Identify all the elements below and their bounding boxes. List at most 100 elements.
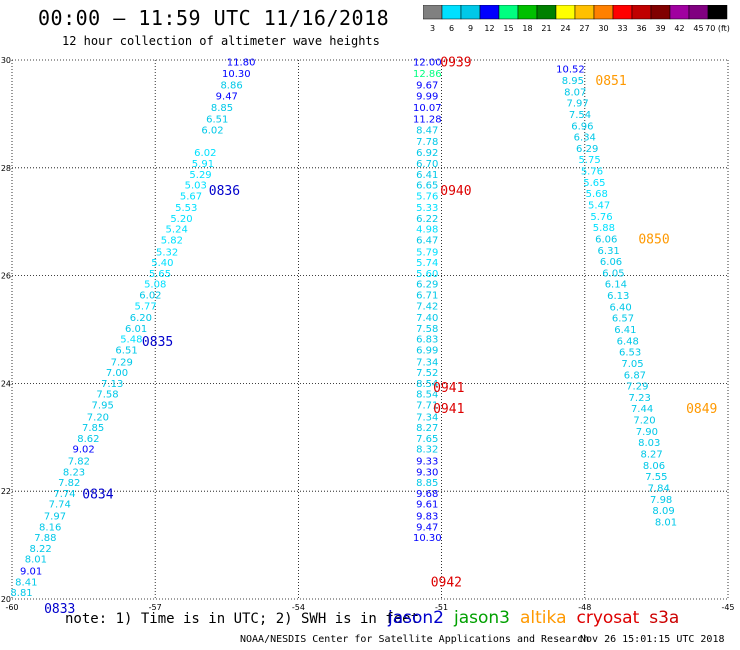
swh-value: 9.61 (416, 500, 438, 511)
swh-value: 6.29 (576, 144, 598, 155)
swh-value: 7.29 (111, 357, 133, 368)
swh-value: 7.78 (416, 137, 438, 148)
swh-value: 9.01 (20, 566, 42, 577)
swh-value: 6.99 (416, 345, 438, 356)
y-tick-label: 26 (1, 272, 11, 281)
swh-value: 7.58 (416, 324, 438, 335)
swh-value: 5.76 (416, 191, 438, 202)
swh-value: 8.22 (30, 544, 52, 555)
swh-value: 8.85 (211, 103, 233, 114)
swh-value: 8.09 (652, 506, 674, 517)
swh-value: 5.91 (192, 159, 214, 170)
colorbar-label: 3 (430, 24, 435, 33)
swh-value: 6.29 (416, 280, 438, 291)
swh-value: 5.24 (166, 225, 188, 236)
swh-value: 5.03 (185, 181, 207, 192)
swh-value: 6.70 (416, 159, 438, 170)
swh-value: 6.47 (416, 236, 438, 247)
satellite-legend-item: s3a (649, 608, 680, 628)
chart-title: 00:00 – 11:59 UTC 11/16/2018 (38, 6, 390, 30)
swh-value: 7.97 (44, 511, 66, 522)
swh-value: 6.51 (206, 114, 228, 125)
colorbar-swatch (707, 5, 728, 20)
swh-value: 5.53 (175, 203, 197, 214)
time-label: 0835 (142, 335, 173, 350)
colorbar-label: 6 (449, 24, 454, 33)
swh-value: 9.30 (416, 467, 438, 478)
swh-value: 8.16 (39, 522, 61, 533)
satellite-legend: jason2 jason3 altika cryosat s3a (388, 608, 689, 628)
swh-value: 5.33 (416, 203, 438, 214)
swh-value: 7.97 (567, 99, 589, 110)
footer-note: note: 1) Time is in UTC; 2) SWH is in fe… (65, 611, 420, 627)
swh-value: 8.62 (77, 434, 99, 445)
swh-value: 9.67 (416, 80, 438, 91)
swh-value: 6.71 (416, 291, 438, 302)
swh-value: 6.96 (571, 121, 593, 132)
time-label: 0941 (433, 381, 464, 396)
x-tick-label: -51 (435, 603, 448, 612)
swh-value: 8.54 (416, 379, 438, 390)
x-tick-label: -48 (578, 603, 591, 612)
y-tick-label: 28 (1, 164, 11, 173)
swh-value: 5.08 (144, 280, 166, 291)
swh-value: 9.68 (416, 489, 438, 500)
swh-value: 7.34 (416, 357, 438, 368)
swh-value: 6.13 (607, 291, 629, 302)
swh-value: 5.60 (416, 269, 438, 280)
swh-value: 5.68 (586, 189, 608, 200)
swh-value: 8.81 (10, 588, 32, 599)
colorbar-label: 21 (541, 24, 551, 33)
swh-value: 8.27 (640, 450, 662, 461)
swh-value: 6.34 (574, 133, 596, 144)
swh-value: 6.31 (598, 246, 620, 257)
time-label: 0939 (440, 56, 471, 71)
colorbar-label: 24 (560, 24, 570, 33)
swh-value: 12.86 (413, 69, 442, 80)
swh-value: 7.82 (58, 478, 80, 489)
swh-value: 5.29 (189, 170, 211, 181)
swh-value: 10.30 (413, 533, 442, 544)
time-label: 0836 (209, 184, 240, 199)
swh-value: 9.02 (72, 445, 94, 456)
colorbar-label: 39 (655, 24, 665, 33)
swh-value: 5.74 (416, 258, 438, 269)
swh-value: 7.90 (636, 427, 658, 438)
swh-value: 6.02 (194, 148, 216, 159)
swh-value: 6.02 (139, 291, 161, 302)
swh-value: 8.32 (416, 445, 438, 456)
x-tick-label: -45 (721, 603, 734, 612)
swh-value: 5.48 (120, 335, 142, 346)
swh-value: 8.27 (416, 423, 438, 434)
time-label: 0851 (595, 74, 626, 89)
colorbar-label: 70 (ft) (705, 24, 730, 33)
y-tick-label: 20 (1, 595, 11, 604)
swh-value: 7.88 (34, 533, 56, 544)
swh-value: 7.40 (416, 313, 438, 324)
x-tick-label: -60 (5, 603, 18, 612)
swh-value: 6.22 (416, 214, 438, 225)
generation-timestamp: Nov 26 15:01:15 UTC 2018 (580, 634, 725, 645)
time-label: 0850 (638, 232, 669, 247)
swh-value: 6.48 (617, 336, 639, 347)
swh-value: 6.41 (416, 170, 438, 181)
colorbar-label: 45 (693, 24, 703, 33)
swh-value: 7.85 (82, 423, 104, 434)
swh-value: 5.76 (581, 167, 603, 178)
swh-value: 7.82 (68, 457, 90, 468)
swh-value: 7.54 (569, 110, 591, 121)
colorbar-label: 27 (579, 24, 589, 33)
swh-value: 7.00 (106, 368, 128, 379)
swh-value: 6.40 (609, 302, 631, 313)
time-label: 0940 (440, 184, 471, 199)
swh-value: 9.83 (416, 511, 438, 522)
swh-value: 8.47 (416, 126, 438, 137)
x-tick-label: -54 (292, 603, 305, 612)
swh-value: 6.14 (605, 280, 627, 291)
swh-value: 5.65 (149, 269, 171, 280)
swh-value: 5.67 (180, 191, 202, 202)
swh-value: 6.05 (602, 268, 624, 279)
swh-value: 6.57 (612, 314, 634, 325)
swh-value: 6.65 (416, 181, 438, 192)
time-label: 0849 (686, 402, 717, 417)
